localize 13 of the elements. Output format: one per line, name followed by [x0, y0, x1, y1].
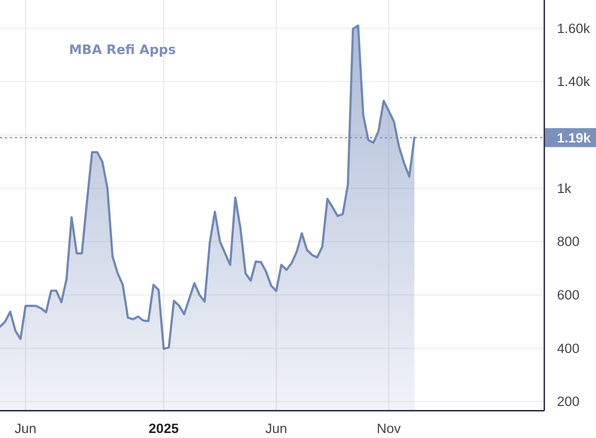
y-tick-label: 800	[557, 234, 580, 250]
y-tick-label: 200	[557, 394, 580, 410]
y-tick-label: 400	[557, 340, 580, 356]
x-tick-label: Jun	[265, 421, 288, 436]
y-tick-label: 1k	[557, 180, 572, 196]
x-tick-label: 2025	[148, 421, 180, 436]
y-tick-label: 600	[557, 287, 580, 302]
x-tick-label: Jun	[14, 421, 36, 436]
y-tick-label: 1.60k	[557, 20, 590, 36]
ref-line-label: 1.19k	[557, 130, 592, 146]
text: MBA Refi Apps	[69, 43, 176, 58]
x-tick-label: Nov	[376, 421, 402, 436]
y-tick-label: 1.40k	[557, 74, 590, 90]
